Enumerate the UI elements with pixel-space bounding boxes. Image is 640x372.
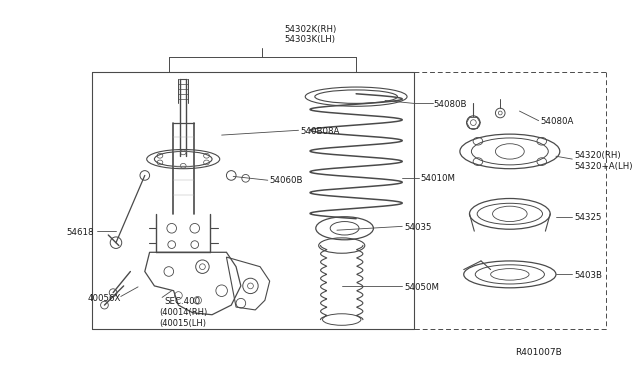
Text: 54050M: 54050M xyxy=(404,283,439,292)
Text: SEC.400: SEC.400 xyxy=(164,298,200,307)
Text: 540B08A: 540B08A xyxy=(300,127,340,137)
Text: 54618: 54618 xyxy=(66,228,93,237)
Text: 54302K(RH): 54302K(RH) xyxy=(284,25,337,33)
Text: 54320+A(LH): 54320+A(LH) xyxy=(574,162,633,171)
Text: 54035: 54035 xyxy=(404,222,431,231)
Text: 54325: 54325 xyxy=(574,213,602,222)
Text: 54320(RH): 54320(RH) xyxy=(574,151,621,160)
Text: R401007B: R401007B xyxy=(515,348,561,357)
Text: 54010M: 54010M xyxy=(420,174,456,183)
Text: 54303K(LH): 54303K(LH) xyxy=(284,35,335,44)
Text: (40014(RH): (40014(RH) xyxy=(159,308,207,317)
Text: 54080A: 54080A xyxy=(541,117,574,126)
Text: 5403B: 5403B xyxy=(574,270,602,279)
Text: 40056X: 40056X xyxy=(87,294,120,302)
Text: 54080B: 54080B xyxy=(433,100,467,109)
Text: (40015(LH): (40015(LH) xyxy=(159,318,206,328)
Text: 54060B: 54060B xyxy=(269,176,303,185)
